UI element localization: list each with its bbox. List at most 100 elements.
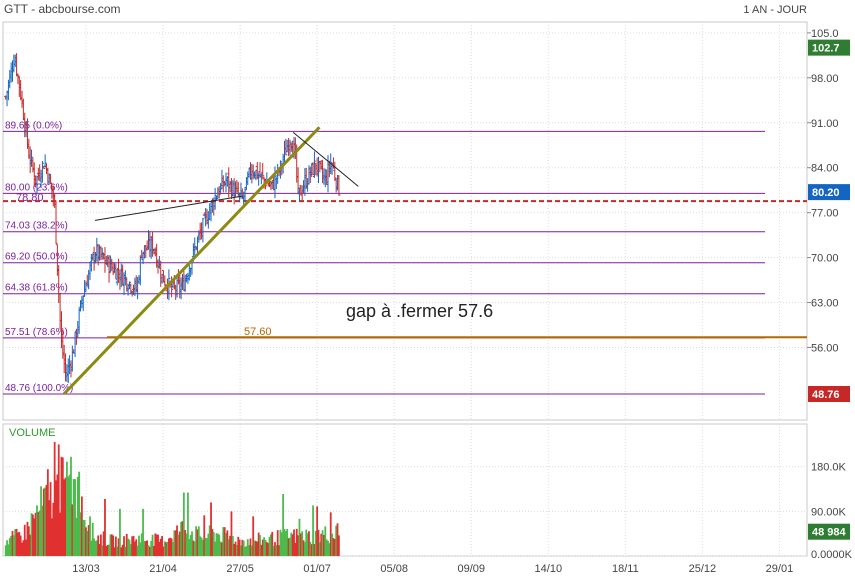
volume-bar: [165, 542, 168, 556]
volume-bar: [215, 533, 218, 556]
volume-bar: [298, 518, 301, 556]
volume-bar: [51, 518, 53, 556]
volume-bar: [316, 506, 319, 556]
volume-bar: [337, 535, 340, 556]
volume-bar: [124, 546, 127, 556]
volume-bar: [207, 533, 210, 556]
volume-bar: [181, 521, 184, 556]
volume-bar: [235, 545, 238, 556]
volume-bar: [63, 479, 66, 556]
volume-bar: [191, 531, 193, 556]
volume-bar: [204, 537, 207, 556]
volume-bar: [309, 541, 312, 556]
volume-bar: [303, 542, 306, 556]
volume-bar: [324, 526, 327, 556]
fib-level-label: 64.38 (61.8%): [5, 283, 68, 294]
volume-bar: [132, 535, 135, 556]
volume-bar: [21, 542, 23, 556]
volume-bar: [33, 518, 36, 556]
volume-bar: [187, 492, 189, 556]
volume-bar: [146, 540, 149, 556]
volume-bar: [131, 536, 134, 556]
volume-bar: [291, 534, 294, 556]
volume-bar: [233, 543, 236, 556]
fib-level-label: 89.65 (0.0%): [5, 120, 62, 131]
volume-bar: [201, 539, 204, 556]
price-badge-label: 80.20: [812, 187, 840, 199]
volume-bar: [71, 504, 74, 556]
volume-bar: [210, 502, 212, 556]
volume-bar: [119, 508, 121, 556]
volume-bar: [142, 508, 144, 556]
volume-bar: [301, 531, 304, 556]
volume-bar: [59, 512, 61, 556]
volume-bar: [90, 540, 93, 556]
volume-bar: [138, 535, 140, 556]
x-tick-label: 27/05: [226, 563, 254, 575]
volume-bar: [93, 538, 95, 556]
volume-bar: [99, 534, 102, 556]
y-tick-label: 84.00: [811, 163, 839, 175]
x-tick-label: 13/03: [72, 563, 100, 575]
volume-bar: [53, 441, 56, 556]
period-label: 1 AN - JOUR: [743, 4, 807, 16]
volume-bar: [14, 529, 17, 556]
volume-bar: [192, 540, 195, 556]
volume-bar: [23, 524, 26, 556]
volume-bar: [127, 538, 129, 556]
volume-bar: [133, 541, 136, 556]
volume-bar: [104, 498, 106, 556]
volume-bar: [102, 531, 105, 556]
volume-bar: [79, 512, 82, 556]
volume-bar: [335, 525, 338, 556]
volume-bar: [38, 510, 41, 556]
volume-tick-label: 0.0000K: [811, 549, 853, 561]
volume-bar: [314, 530, 317, 556]
volume-bar: [176, 525, 178, 556]
volume-bar: [158, 541, 161, 556]
volume-bar: [161, 536, 163, 556]
volume-bar: [231, 536, 234, 556]
y-tick-label: 98.00: [811, 73, 839, 85]
volume-bar: [259, 535, 261, 556]
volume-bar: [318, 542, 321, 556]
volume-bar: [144, 541, 147, 556]
volume-bar: [197, 526, 200, 556]
price-pane-frame: [2, 21, 808, 421]
gap-level-label: 57.60: [244, 326, 272, 338]
volume-bar: [76, 476, 79, 556]
volume-bar: [136, 545, 139, 556]
fib-level-label: 48.76 (100.0%): [5, 383, 73, 394]
volume-bar: [61, 457, 64, 556]
volume-bar: [117, 538, 120, 556]
volume-bar: [218, 534, 221, 556]
volume-bar: [255, 541, 257, 556]
x-tick-label: 18/11: [612, 563, 639, 575]
volume-bar: [129, 544, 132, 556]
price-badge-low: [808, 386, 850, 402]
volume-bar: [188, 539, 191, 556]
y-tick-label: 56.00: [811, 343, 839, 355]
volume-bar: [195, 526, 197, 556]
volume-bar: [323, 534, 325, 556]
volume-bar: [44, 487, 47, 556]
grid: [2, 21, 808, 557]
volume-bar: [257, 532, 260, 556]
volume-bar: [225, 532, 227, 556]
volume-bar: [17, 532, 19, 556]
volume-bar: [159, 538, 162, 556]
price-badge-label: 48.76: [812, 389, 840, 401]
volume-bar: [253, 540, 256, 556]
volume-bar: [271, 531, 274, 556]
volume-bar: [128, 539, 131, 556]
volume-bar: [6, 540, 8, 556]
price-badge-high: [808, 39, 850, 56]
volume-bar: [78, 471, 81, 556]
volume-bar: [18, 531, 21, 556]
volume-bar: [180, 521, 183, 556]
x-tick-label: 01/07: [303, 563, 331, 575]
volume-bar: [56, 474, 59, 556]
volume-bar: [169, 537, 172, 556]
y-tick-label: 91.00: [811, 118, 839, 130]
y-tick-label: 77.00: [811, 208, 839, 220]
